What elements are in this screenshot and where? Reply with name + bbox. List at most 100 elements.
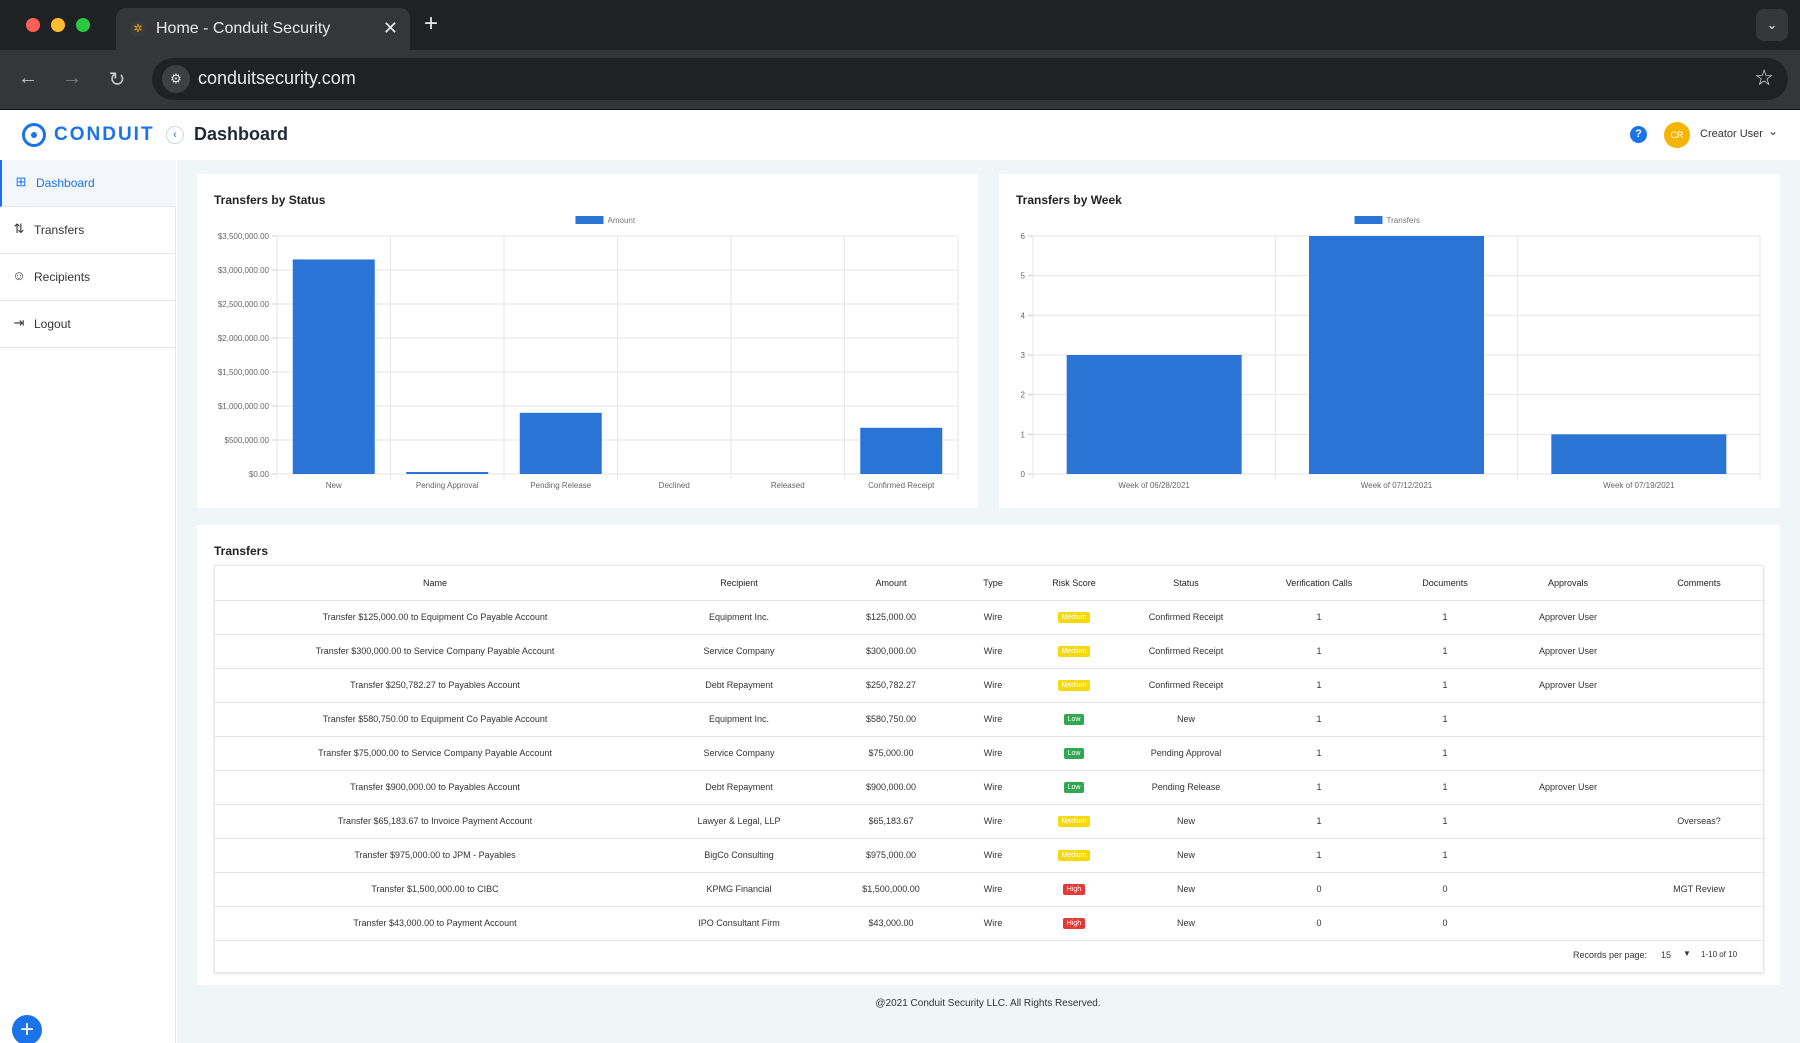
collapse-sidebar-icon[interactable]: ‹ [166,126,184,144]
table-cell: 1 [1387,736,1503,771]
table-cell: Service Company [655,634,823,669]
column-header[interactable]: Name [215,566,655,601]
table-cell [1633,906,1765,941]
table-cell: $75,000.00 [823,736,959,771]
conduit-logo[interactable]: CONDUIT [22,123,155,147]
table-cell: 1 [1387,600,1503,635]
url-text[interactable]: conduitsecurity.com [198,68,356,88]
column-header[interactable]: Recipient [655,566,823,601]
sidebar-item-logout[interactable]: ⇥ Logout [0,301,176,348]
table-row[interactable]: Transfer $1,500,000.00 to CIBC KPMG Finan… [215,872,1765,907]
table-row[interactable]: Transfer $250,782.27 to Payables Account… [215,668,1765,703]
table-cell [1633,600,1765,635]
close-tab-icon[interactable]: ✕ [382,18,398,38]
table-cell: New [1121,702,1251,737]
table-cell: Wire [959,770,1027,805]
reload-icon[interactable]: ↻ [108,69,126,91]
transfers-table-container: Name Recipient Amount Type Risk Score Status V… [214,565,1765,973]
page-title: Dashboard [194,124,289,144]
table-cell: Wire [959,668,1027,703]
table-cell: MGT Review [1633,872,1765,907]
x-tick-label: Week of 06/28/2021 [1118,481,1190,490]
table-row[interactable]: Transfer $125,000.00 to Equipment Co Pay… [215,600,1765,635]
table-cell: 0 [1387,906,1503,941]
minimize-window-button[interactable] [51,18,65,32]
y-tick-label: 0 [1021,470,1026,479]
column-header[interactable]: Documents [1387,566,1503,601]
table-cell: Overseas? [1633,804,1765,839]
table-cell: $125,000.00 [823,600,959,635]
table-cell: 1 [1387,770,1503,805]
user-name[interactable]: Creator User [1700,128,1763,140]
y-tick-label: $1,500,000.00 [218,368,270,377]
table-body: Transfer $125,000.00 to Equipment Co Pay… [215,600,1765,941]
x-tick-label: Released [771,481,805,490]
sidebar: ⊞ Dashboard ⇅ Transfers ☺ Recipients ⇥ L… [0,160,176,1043]
status-bar-chart: Amount $3,500,000.00 $3,000,000.00 $2,500,0… [218,216,959,490]
table-cell: Debt Repayment [655,770,823,805]
table-cell: High [1027,872,1121,907]
status-chart-card: Transfers by Status Amount $3,500,000.00 $… [197,174,978,508]
maximize-window-button[interactable] [76,18,90,32]
table-cell [1633,838,1765,873]
y-tick-label: 4 [1021,311,1026,320]
column-header[interactable]: Approvals [1503,566,1633,601]
sidebar-item-transfers[interactable]: ⇅ Transfers [0,207,176,254]
browser-tab[interactable]: ✲ Home - Conduit Security ✕ [116,8,410,50]
table-row[interactable]: Transfer $43,000.00 to Payment Account IP… [215,906,1765,941]
conduit-logo-icon [22,123,46,147]
table-row[interactable]: Transfer $900,000.00 to Payables Account… [215,770,1765,805]
bar [292,259,375,474]
table-cell: Confirmed Receipt [1121,634,1251,669]
table-row[interactable]: Transfer $580,750.00 to Equipment Co Pay… [215,702,1765,737]
chevron-down-icon[interactable]: ⌄ [1768,124,1779,138]
records-per-page-select[interactable]: 15 [1661,950,1672,960]
y-tick-label: 3 [1021,351,1026,360]
bookmark-star-icon[interactable]: ☆ [1754,65,1774,90]
tab-search-icon[interactable]: ⌄ [1756,9,1788,41]
table-row[interactable]: Transfer $975,000.00 to JPM - Payables Bi… [215,838,1765,873]
forward-icon[interactable]: → [62,67,82,89]
table-cell: 0 [1251,906,1387,941]
column-header[interactable]: Comments [1633,566,1765,601]
add-button[interactable]: + [12,1015,42,1043]
help-icon[interactable]: ? [1630,126,1647,143]
column-header[interactable]: Risk Score [1027,566,1121,601]
sidebar-item-recipients[interactable]: ☺ Recipients [0,254,176,301]
x-tick-label: Pending Release [530,481,591,490]
site-info-icon[interactable]: ⚙ [162,65,190,93]
table-cell: Confirmed Receipt [1121,668,1251,703]
table-row[interactable]: Transfer $65,183.67 to Invoice Payment A… [215,804,1765,839]
table-cell: Approver User [1503,600,1633,635]
sidebar-item-dashboard[interactable]: ⊞ Dashboard [0,160,176,207]
risk-badge: Medium [1057,646,1091,657]
new-tab-icon[interactable]: + [424,10,439,37]
column-header[interactable]: Type [959,566,1027,601]
table-cell: 1 [1251,702,1387,737]
address-bar[interactable]: ⚙ conduitsecurity.com ☆ [152,58,1788,100]
legend-label: Amount [608,216,636,225]
table-cell: Transfer $975,000.00 to JPM - Payables [215,838,655,873]
transfer-icon: ⇅ [13,221,25,236]
sidebar-item-label: Dashboard [36,176,95,190]
table-row[interactable]: Transfer $75,000.00 to Service Company P… [215,736,1765,771]
table-cell: Approver User [1503,634,1633,669]
table-cell: 1 [1387,668,1503,703]
back-icon[interactable]: ← [18,67,38,89]
table-cell: $65,183.67 [823,804,959,839]
column-header[interactable]: Amount [823,566,959,601]
column-header[interactable]: Verification Calls [1251,566,1387,601]
table-cell: Wire [959,736,1027,771]
table-row[interactable]: Transfer $300,000.00 to Service Company … [215,634,1765,669]
avatar[interactable]: CR [1664,122,1690,148]
table-cell [1633,770,1765,805]
chevron-down-icon[interactable]: ▼ [1683,949,1691,958]
table-header-row: Name Recipient Amount Type Risk Score Status V… [215,566,1765,601]
transfers-card: Transfers Name Recipient Amount Type Risk Sc… [197,525,1780,985]
table-cell: $580,750.00 [823,702,959,737]
x-tick-label: Week of 07/12/2021 [1361,481,1433,490]
table-cell: Equipment Inc. [655,702,823,737]
column-header[interactable]: Status [1121,566,1251,601]
y-tick-label: 1 [1021,430,1026,439]
close-window-button[interactable] [26,18,40,32]
